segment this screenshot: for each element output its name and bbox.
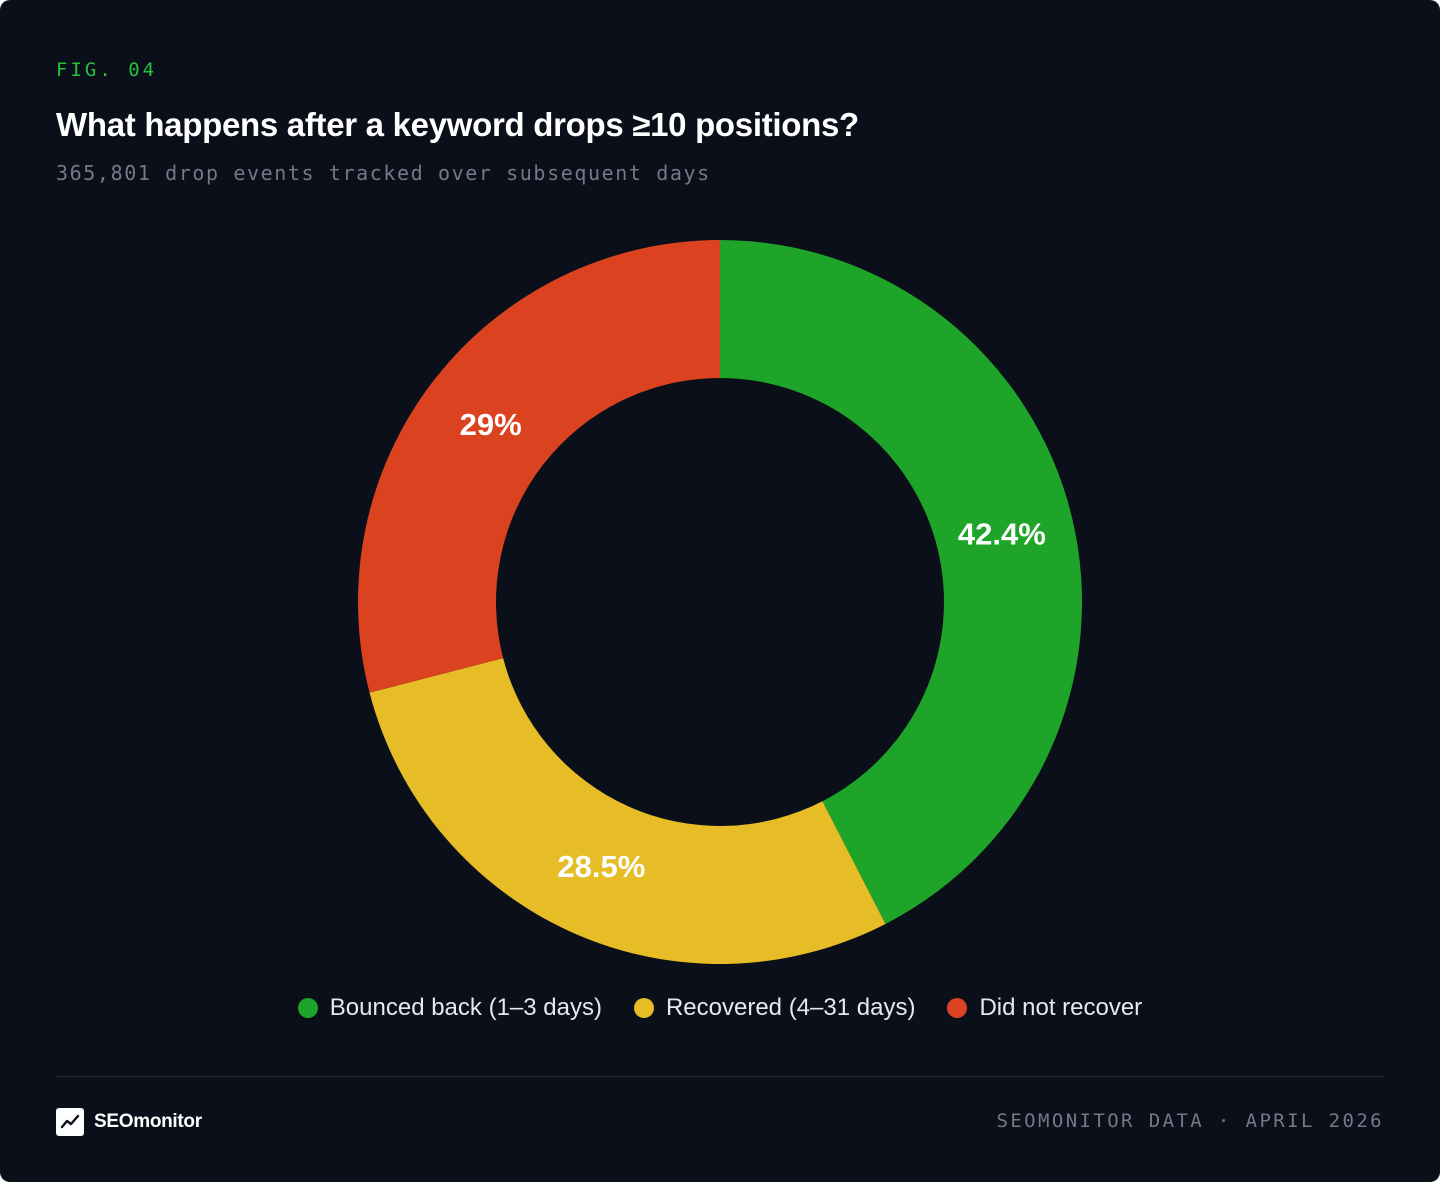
brand-name: SEOmonitor — [94, 1111, 202, 1132]
legend-item-bounced-back-1-3-days: Bounced back (1–3 days) — [297, 993, 602, 1023]
legend-swatch — [633, 998, 654, 1018]
legend-label: Did not recover — [979, 994, 1143, 1021]
donut-slices — [357, 240, 1082, 965]
data-label-did-not-recover: 29% — [460, 407, 522, 442]
legend-item-recovered-4-31-days: Recovered (4–31 days) — [633, 993, 916, 1023]
data-label-recovered-4-31-days: 28.5% — [557, 849, 645, 884]
trend-line-icon — [56, 1108, 84, 1136]
footer-divider — [56, 1076, 1384, 1077]
data-source: SEOMONITOR DATA · APRIL 2026 — [996, 1110, 1384, 1132]
legend-label: Recovered (4–31 days) — [665, 994, 916, 1021]
donut-slice-bounced-back-1-3-days — [720, 240, 1082, 924]
legend-item-did-not-recover: Did not recover — [947, 993, 1142, 1023]
figure-label: FIG. 04 — [56, 59, 158, 81]
donut-slice-recovered-4-31-days — [369, 658, 886, 965]
chart-title: What happens after a keyword drops ≥10 p… — [56, 106, 859, 143]
donut-labels: 42.4% 28.5% 29% — [460, 407, 1046, 884]
data-label-bounced-back-1-3-days: 42.4% — [958, 516, 1046, 551]
legend-swatch — [947, 998, 968, 1018]
legend-label: Bounced back (1–3 days) — [329, 994, 602, 1021]
brand: SEOmonitor — [56, 1108, 202, 1136]
chart-subtitle: 365,801 drop events tracked over subsequ… — [56, 161, 711, 185]
donut-slice-did-not-recover — [357, 240, 720, 693]
chart-legend: Bounced back (1–3 days) Recovered (4–31 d… — [0, 988, 1440, 1028]
legend-swatch — [297, 998, 318, 1018]
